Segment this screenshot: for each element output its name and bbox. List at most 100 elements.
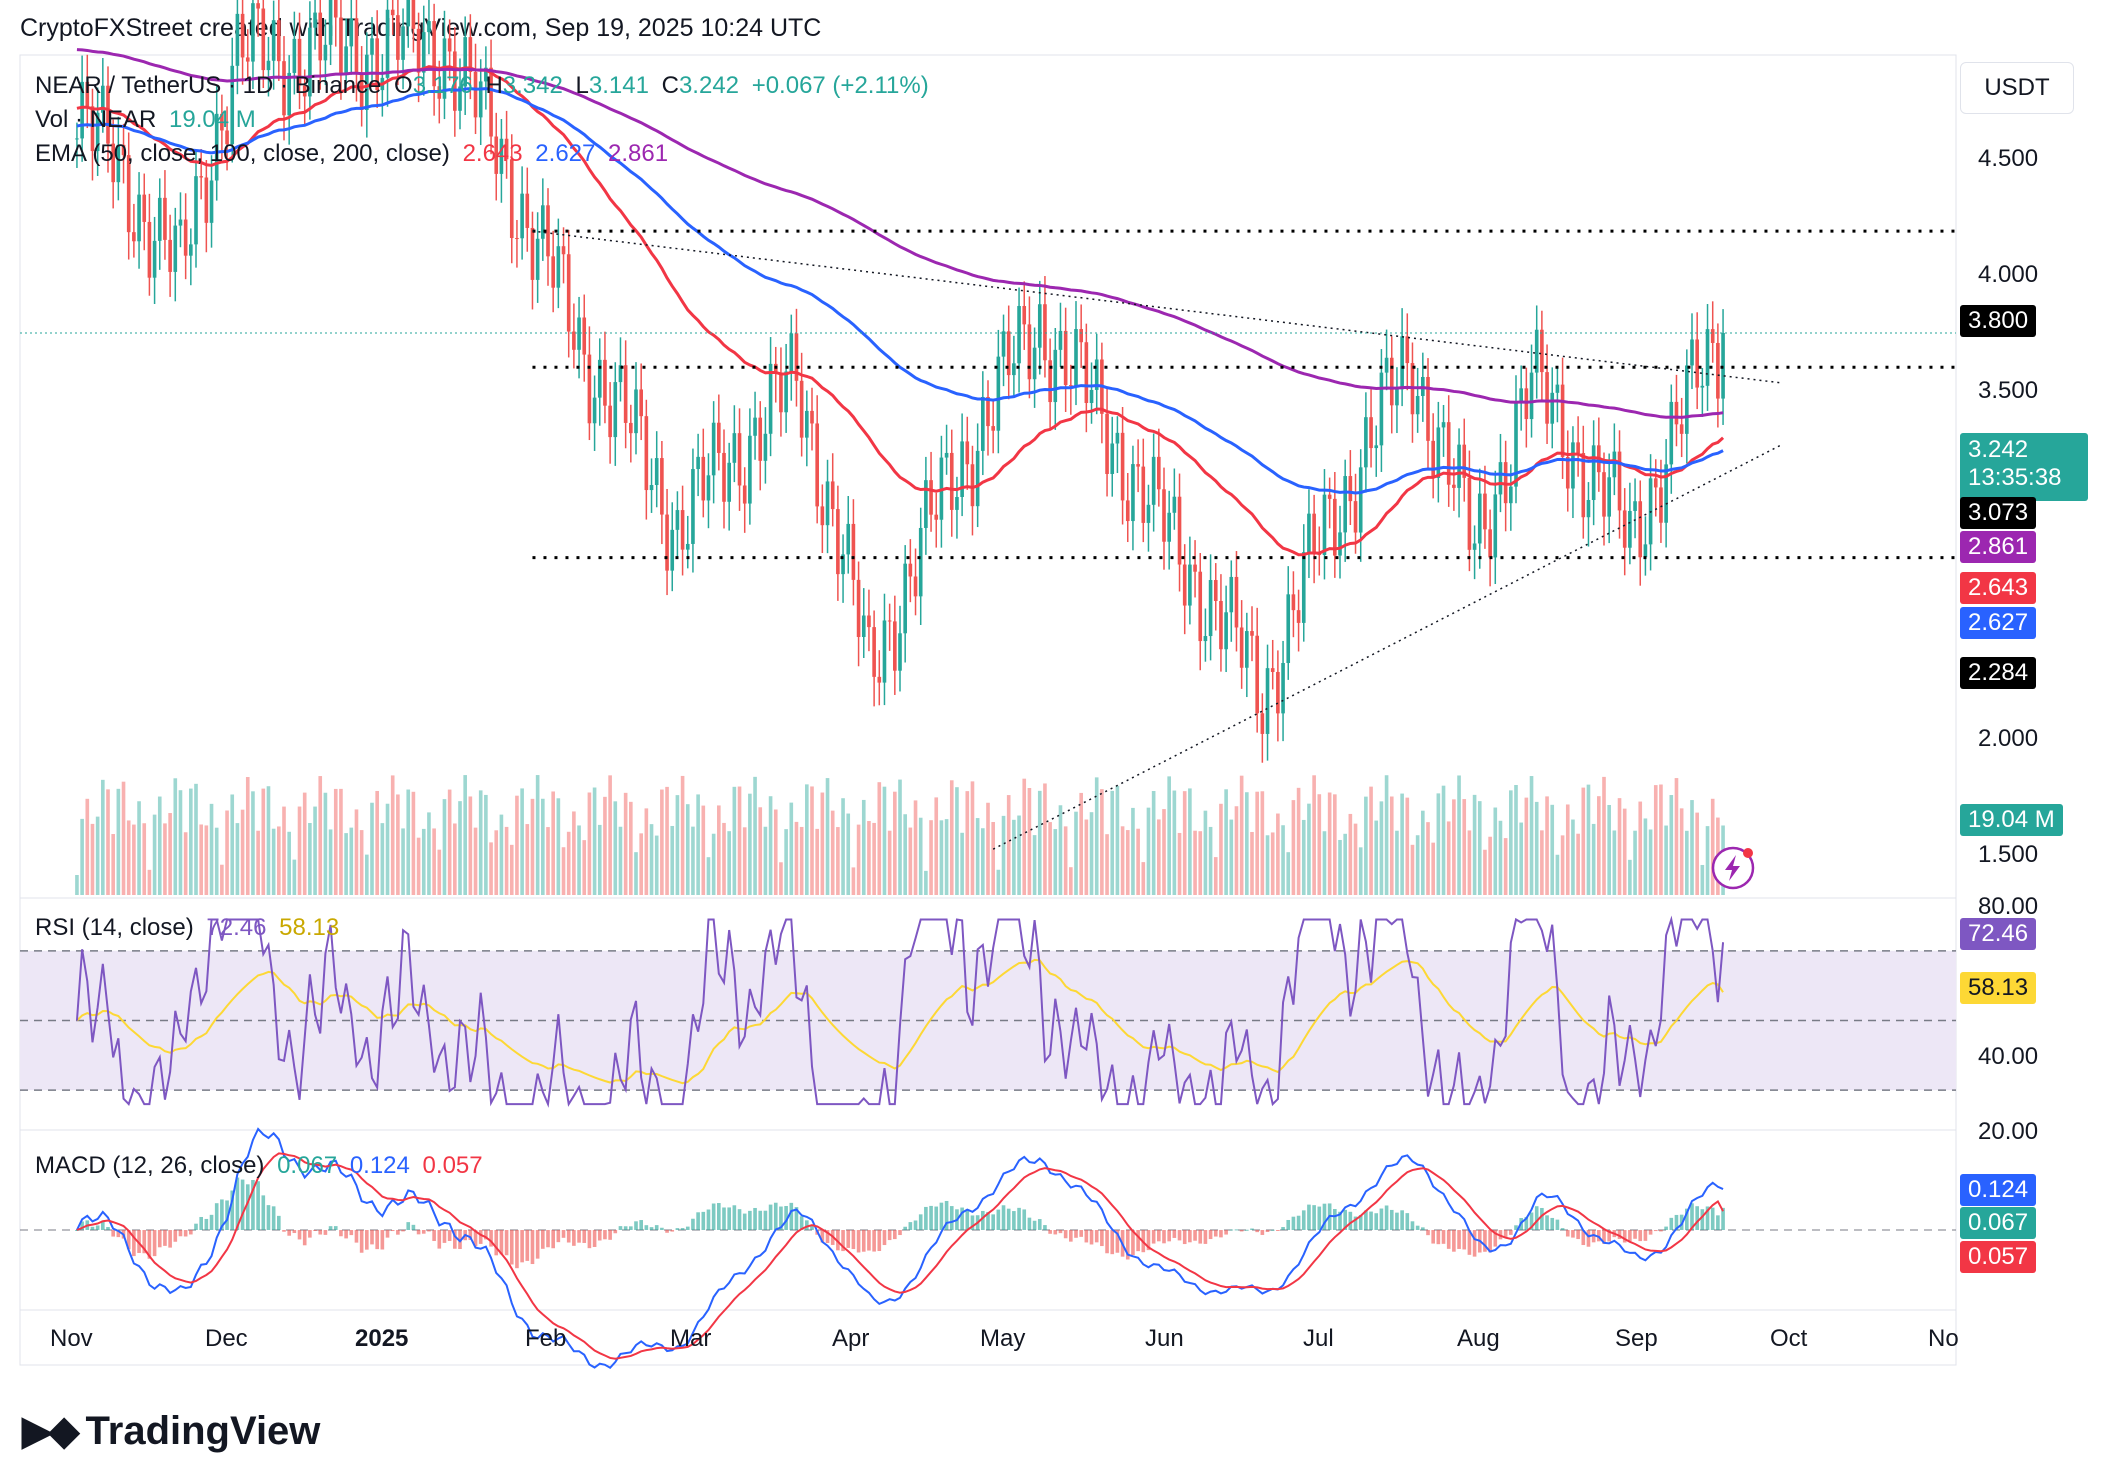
candle-body	[592, 397, 597, 424]
candle-body	[1141, 466, 1146, 523]
volume-bar	[1638, 801, 1643, 895]
macd-histogram-bar	[623, 1226, 628, 1230]
volume-bar	[1700, 864, 1705, 895]
candle-body	[525, 193, 530, 228]
macd-histogram-bar	[199, 1216, 203, 1230]
volume-bar	[333, 788, 338, 895]
volume-bar	[1648, 829, 1653, 895]
time-tick: 2025	[355, 1325, 409, 1352]
macd-histogram-bar	[696, 1212, 700, 1230]
macd-histogram-bar	[810, 1224, 814, 1230]
candle-body	[660, 458, 664, 515]
candle-body	[836, 509, 840, 575]
candle-body	[504, 138, 509, 160]
macd-signal-line	[76, 1152, 1724, 1360]
volume-bar	[214, 827, 219, 895]
volume-bar	[116, 788, 121, 895]
macd-histogram-bar	[520, 1230, 524, 1263]
macd-histogram-bar	[1462, 1230, 1467, 1250]
macd-histogram-bar	[1633, 1230, 1637, 1239]
macd-histogram-bar	[691, 1218, 695, 1230]
macd-histogram-bar	[1322, 1203, 1327, 1230]
volume-bar	[1203, 810, 1208, 895]
macd-histogram-bar	[504, 1230, 509, 1256]
level-tag-3073: 3.073	[1960, 497, 2037, 529]
candle-body	[991, 426, 995, 431]
macd-histogram-bar	[1374, 1213, 1379, 1230]
candle-body	[235, 13, 240, 66]
volume-value: 19.04 M	[169, 106, 256, 133]
candle-body	[1498, 462, 1503, 495]
macd-histogram-bar	[1063, 1230, 1068, 1239]
volume-bar	[1250, 831, 1254, 895]
flash-icon[interactable]	[1710, 845, 1756, 891]
macd-hist-tag: 0.067	[1960, 1207, 2037, 1239]
macd-histogram-bar	[1550, 1217, 1555, 1230]
volume-bar	[1436, 793, 1441, 895]
macd-histogram-bar	[825, 1230, 830, 1243]
candle-body	[282, 61, 286, 116]
macd-histogram-bar	[484, 1230, 488, 1240]
volume-bar	[680, 775, 685, 895]
macd-histogram-bar	[152, 1230, 157, 1257]
volume-bar	[815, 828, 819, 895]
macd-histogram-bar	[235, 1177, 240, 1230]
macd-histogram-bar	[1239, 1230, 1244, 1232]
candle-body	[1213, 580, 1218, 601]
candle-body	[1291, 594, 1296, 611]
candle-body	[1493, 494, 1498, 558]
macd-histogram-bar	[525, 1230, 530, 1261]
tradingview-wordmark: TradingView	[85, 1408, 321, 1453]
volume-bar	[929, 820, 933, 895]
tradingview-logo[interactable]: ▶◆ TradingView	[22, 1408, 320, 1454]
volume-bar	[126, 820, 131, 895]
macd-histogram-bar	[737, 1209, 742, 1230]
candle-body	[75, 138, 79, 140]
volume-bar	[1415, 835, 1420, 895]
macd-histogram-bar	[1281, 1227, 1285, 1230]
volume-bar	[1622, 808, 1627, 895]
macd-histogram-bar	[1503, 1230, 1508, 1238]
currency-selector[interactable]: USDT	[1960, 62, 2074, 114]
candle-body	[603, 359, 607, 406]
candle-body	[727, 462, 731, 502]
candle-body	[1322, 494, 1327, 555]
macd-histogram-bar	[1193, 1230, 1197, 1241]
volume-bar	[779, 862, 783, 895]
macd-histogram-bar	[1110, 1230, 1115, 1255]
macd-histogram-bar	[297, 1230, 302, 1240]
macd-histogram-bar	[204, 1218, 209, 1230]
volume-bar	[1524, 797, 1529, 895]
volume-bar	[1405, 797, 1410, 895]
volume-bar	[1659, 784, 1663, 895]
volume-bar	[908, 827, 913, 895]
time-tick: Oct	[1770, 1325, 1808, 1352]
volume-bar	[893, 791, 897, 895]
candle-body	[385, 9, 390, 78]
volume-bar	[365, 854, 369, 895]
macd-histogram-bar	[313, 1230, 317, 1231]
volume-bar	[1053, 829, 1058, 895]
candle-body	[805, 410, 809, 438]
volume-bar	[1669, 795, 1674, 895]
candle-body	[1120, 432, 1125, 501]
candle-body	[494, 136, 499, 174]
candle-body	[1514, 403, 1518, 487]
volume-bar	[748, 793, 752, 895]
volume-bar	[230, 794, 235, 895]
volume-bar	[1431, 842, 1435, 895]
volume-bar	[432, 828, 436, 895]
macd-histogram-bar	[1643, 1230, 1648, 1241]
volume-bar	[794, 821, 799, 895]
volume-bar	[1467, 830, 1472, 895]
volume-bar	[1032, 835, 1037, 895]
macd-histogram-bar	[1534, 1206, 1539, 1230]
time-tick: May	[980, 1325, 1026, 1352]
rsi-ma-tag: 58.13	[1960, 972, 2037, 1004]
volume-bar	[556, 798, 561, 895]
candle-body	[375, 38, 379, 91]
candle-body	[499, 138, 504, 174]
candle-body	[597, 359, 602, 398]
macd-histogram-bar	[753, 1207, 757, 1230]
